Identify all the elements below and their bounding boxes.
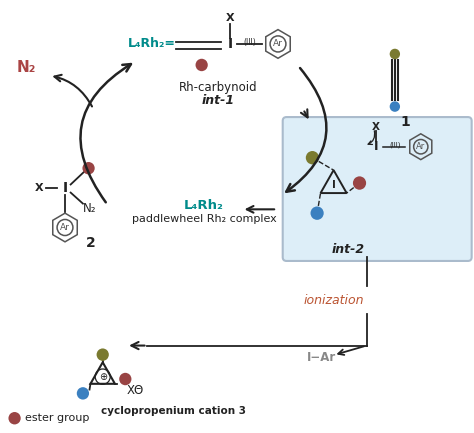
Circle shape [196,59,208,71]
FancyArrowPatch shape [55,75,92,107]
Text: I: I [332,181,336,191]
Circle shape [306,151,319,165]
Text: ionization: ionization [303,294,364,307]
FancyArrowPatch shape [301,109,308,117]
Text: I: I [63,181,68,195]
Text: L₄Rh₂=: L₄Rh₂= [128,37,176,50]
FancyBboxPatch shape [283,117,472,261]
Circle shape [97,349,109,361]
Text: I: I [374,140,378,153]
Text: Ar: Ar [273,39,283,48]
Text: X: X [35,183,44,193]
Text: XΘ: XΘ [127,385,144,397]
FancyArrowPatch shape [247,206,274,213]
Text: I−Ar: I−Ar [307,351,337,364]
Text: X: X [372,122,380,132]
Circle shape [77,387,89,400]
Text: paddlewheel Rh₂ complex: paddlewheel Rh₂ complex [132,214,276,224]
Text: (III): (III) [243,38,256,46]
Text: int-1: int-1 [201,94,235,107]
Text: Rh-carbynoid: Rh-carbynoid [179,81,257,94]
FancyArrowPatch shape [81,64,131,202]
Circle shape [390,101,400,112]
FancyArrowPatch shape [368,131,374,145]
Text: L₄Rh₂: L₄Rh₂ [184,200,224,213]
Text: Ar: Ar [416,142,425,151]
Text: 1: 1 [401,115,410,129]
Text: cyclopropenium cation 3: cyclopropenium cation 3 [101,406,246,416]
Text: int-2: int-2 [331,242,365,255]
Text: X: X [226,13,234,23]
Text: Ar: Ar [60,223,70,232]
Text: I: I [228,37,232,51]
Circle shape [310,207,324,220]
Text: (III): (III) [389,142,401,148]
Text: ester group: ester group [25,413,89,423]
Text: 2: 2 [86,236,96,250]
Text: N₂: N₂ [16,60,36,75]
FancyArrowPatch shape [286,68,327,192]
Circle shape [82,162,95,174]
FancyArrowPatch shape [338,346,364,355]
FancyArrowPatch shape [131,342,145,349]
Circle shape [390,49,400,59]
Circle shape [9,412,21,424]
Text: ⊕: ⊕ [99,372,107,381]
Circle shape [353,176,366,190]
Text: N₂: N₂ [83,202,96,215]
Circle shape [119,373,131,385]
